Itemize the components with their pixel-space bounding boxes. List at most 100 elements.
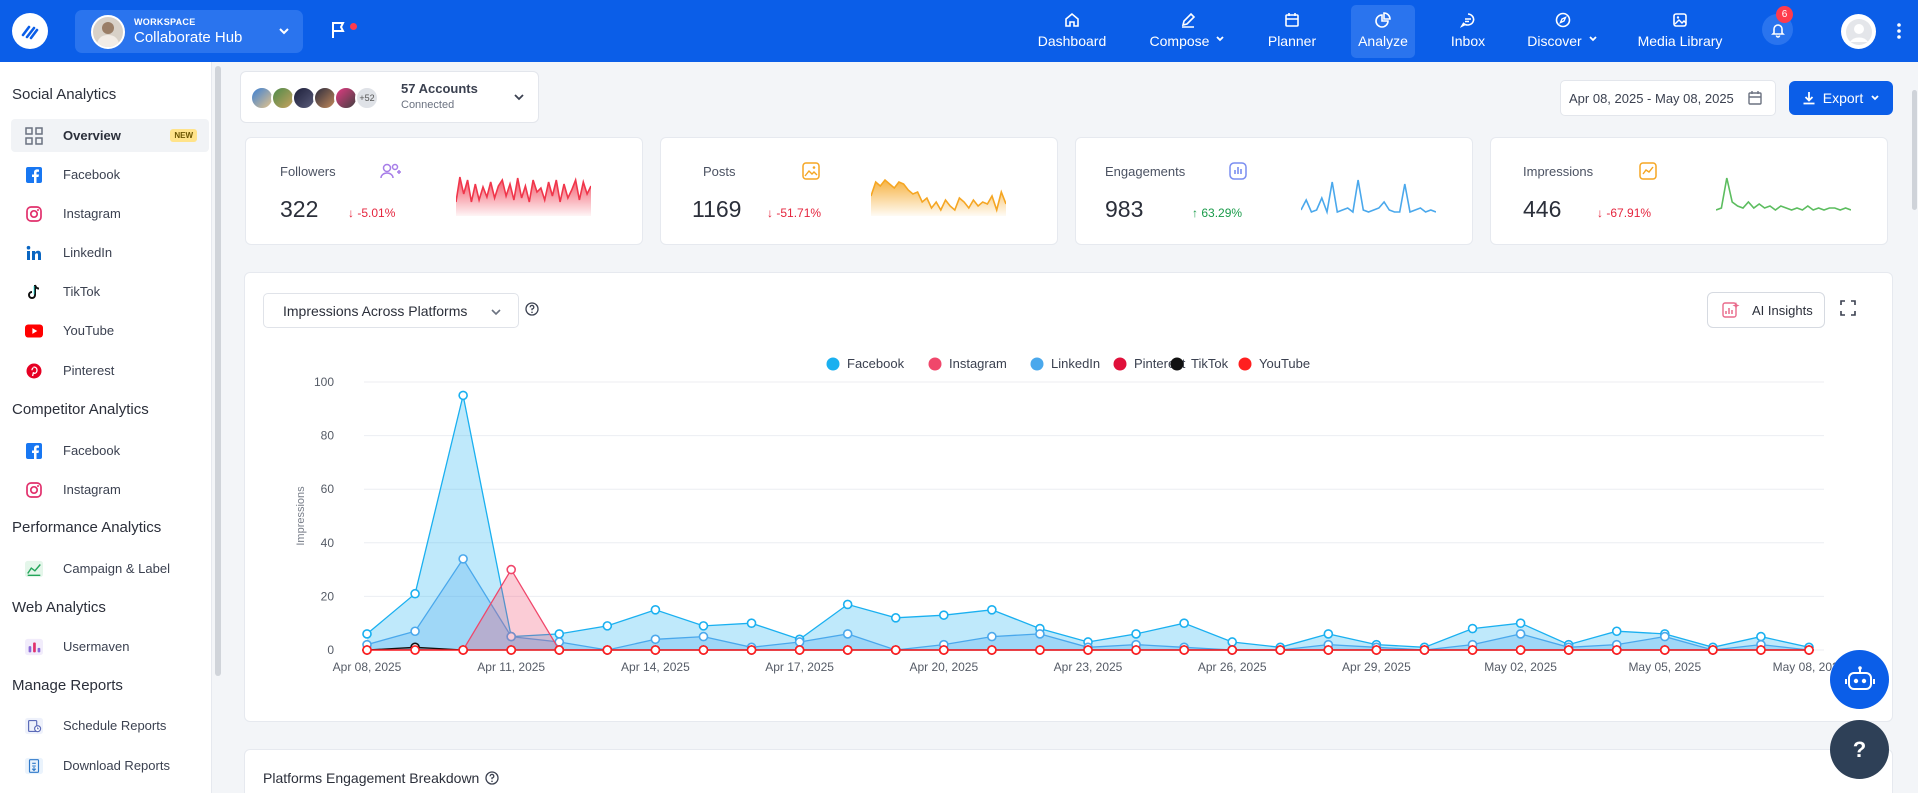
nav-compose[interactable]: Compose xyxy=(1140,5,1235,58)
data-point xyxy=(794,637,805,647)
sidebar-item-label: Facebook xyxy=(63,167,121,182)
legend-label: TikTok xyxy=(1191,356,1229,371)
sidebar-item-tiktok[interactable]: TikTok xyxy=(11,275,209,308)
data-point xyxy=(506,631,517,642)
workspace-name: Collaborate Hub xyxy=(134,29,243,46)
sparkline-area xyxy=(456,177,591,216)
workspace-switcher[interactable]: WORKSPACE Collaborate Hub xyxy=(75,10,303,53)
stat-change: ↓ -5.01% xyxy=(348,206,396,220)
data-point xyxy=(1515,645,1526,655)
x-tick-label: Apr 17, 2025 xyxy=(765,660,834,674)
nav-analyze[interactable]: Analyze xyxy=(1351,5,1415,58)
sidebar-item-label: YouTube xyxy=(63,323,115,338)
data-point xyxy=(1611,645,1622,655)
sidebar-item-label: Overview xyxy=(63,128,121,143)
workspace-kicker: WORKSPACE xyxy=(134,17,196,27)
sidebar-item-label: Instagram xyxy=(63,206,121,221)
robot-icon xyxy=(1844,665,1875,690)
page-scrollbar[interactable] xyxy=(1912,90,1917,210)
sidebar-item-download-reports[interactable]: Download Reports xyxy=(11,749,209,782)
help-circle-icon[interactable] xyxy=(485,771,499,785)
sidebar xyxy=(0,62,212,793)
series-area xyxy=(367,569,1809,650)
data-point xyxy=(1419,645,1430,655)
sidebar-item-pinterest[interactable]: Pinterest xyxy=(11,354,209,387)
legend-label: LinkedIn xyxy=(1051,356,1100,371)
sidebar-item-instagram[interactable]: Instagram xyxy=(11,197,209,230)
legend-swatch xyxy=(1113,357,1127,371)
data-point xyxy=(506,564,517,575)
fullscreen-icon[interactable] xyxy=(1840,300,1856,316)
stat-value: 322 xyxy=(280,196,319,222)
accounts-status: Connected xyxy=(401,99,455,111)
user-avatar[interactable] xyxy=(1841,14,1876,49)
nav-discover[interactable]: Discover xyxy=(1525,5,1600,58)
stat-label: Engagements xyxy=(1105,164,1186,179)
nav-media-library[interactable]: Media Library xyxy=(1636,5,1724,58)
sidebar-item-overview[interactable]: Overview NEW xyxy=(11,119,209,152)
data-point xyxy=(362,645,372,655)
flag-icon[interactable] xyxy=(331,21,347,39)
sidebar-item-competitor-facebook[interactable]: Facebook xyxy=(11,434,209,467)
stat-change: ↑ 63.29% xyxy=(1192,206,1243,220)
data-point xyxy=(1179,618,1189,629)
series-youtube xyxy=(362,645,1814,655)
data-point xyxy=(1467,645,1478,655)
nav-inbox[interactable]: Inbox xyxy=(1446,5,1490,58)
sidebar-item-schedule-reports[interactable]: Schedule Reports xyxy=(11,709,209,742)
sidebar-item-youtube[interactable]: YouTube xyxy=(11,314,209,347)
metric-select[interactable]: Impressions Across Platforms xyxy=(263,293,519,328)
account-avatars: +52 xyxy=(250,86,379,110)
data-point xyxy=(1083,645,1093,655)
flag-notification-dot xyxy=(350,23,357,30)
legend-item: Facebook xyxy=(826,356,905,371)
nav-label: Discover xyxy=(1527,33,1582,49)
data-point xyxy=(1035,645,1045,655)
stat-change: ↓ -67.91% xyxy=(1597,206,1652,220)
ai-insights-button[interactable]: AI Insights xyxy=(1707,292,1825,328)
more-accounts-count: +52 xyxy=(355,86,379,110)
tiktok-icon xyxy=(25,283,43,301)
date-range-input[interactable]: Apr 08, 2025 - May 08, 2025 xyxy=(1560,80,1776,116)
stat-value: 983 xyxy=(1105,196,1144,222)
sidebar-item-linkedin[interactable]: LinkedIn xyxy=(11,236,209,269)
sidebar-item-campaign-label[interactable]: Campaign & Label xyxy=(11,552,209,585)
app-logo[interactable] xyxy=(12,13,48,49)
chat-icon xyxy=(1460,13,1475,28)
nav-dashboard[interactable]: Dashboard xyxy=(1032,5,1112,58)
accounts-count: 57 Accounts xyxy=(401,81,478,96)
data-point xyxy=(650,634,661,645)
sidebar-scrollbar[interactable] xyxy=(215,66,221,676)
export-button[interactable]: Export xyxy=(1789,81,1893,115)
accounts-selector[interactable]: +52 57 Accounts Connected xyxy=(240,71,539,123)
data-point xyxy=(458,390,468,401)
nav-label: Analyze xyxy=(1358,33,1408,49)
data-point xyxy=(938,645,949,655)
x-tick-label: Apr 08, 2025 xyxy=(333,660,402,674)
sidebar-item-facebook[interactable]: Facebook xyxy=(11,158,209,191)
x-tick-label: Apr 29, 2025 xyxy=(1342,660,1411,674)
nav-planner[interactable]: Planner xyxy=(1262,5,1322,58)
instagram-icon xyxy=(25,481,43,499)
data-point xyxy=(554,645,565,655)
data-point xyxy=(1323,645,1334,655)
data-point xyxy=(842,599,853,610)
account-avatar xyxy=(271,86,295,110)
sidebar-item-label: TikTok xyxy=(63,284,101,299)
ai-insights-label: AI Insights xyxy=(1752,302,1813,318)
data-point xyxy=(698,631,709,642)
data-point xyxy=(794,645,805,655)
chatbot-button[interactable] xyxy=(1830,650,1889,709)
data-point xyxy=(1227,637,1238,647)
more-vertical-icon[interactable] xyxy=(1896,21,1902,41)
sidebar-item-usermaven[interactable]: Usermaven xyxy=(11,630,209,663)
sidebar-item-competitor-instagram[interactable]: Instagram xyxy=(11,473,209,506)
data-point xyxy=(1179,645,1189,655)
help-circle-icon[interactable] xyxy=(525,302,539,316)
new-badge: NEW xyxy=(170,129,197,142)
calendar-icon xyxy=(1285,13,1299,27)
data-point xyxy=(602,621,613,631)
help-button[interactable]: ? xyxy=(1830,720,1889,779)
data-point xyxy=(890,613,901,623)
y-tick-label: 40 xyxy=(321,536,335,550)
